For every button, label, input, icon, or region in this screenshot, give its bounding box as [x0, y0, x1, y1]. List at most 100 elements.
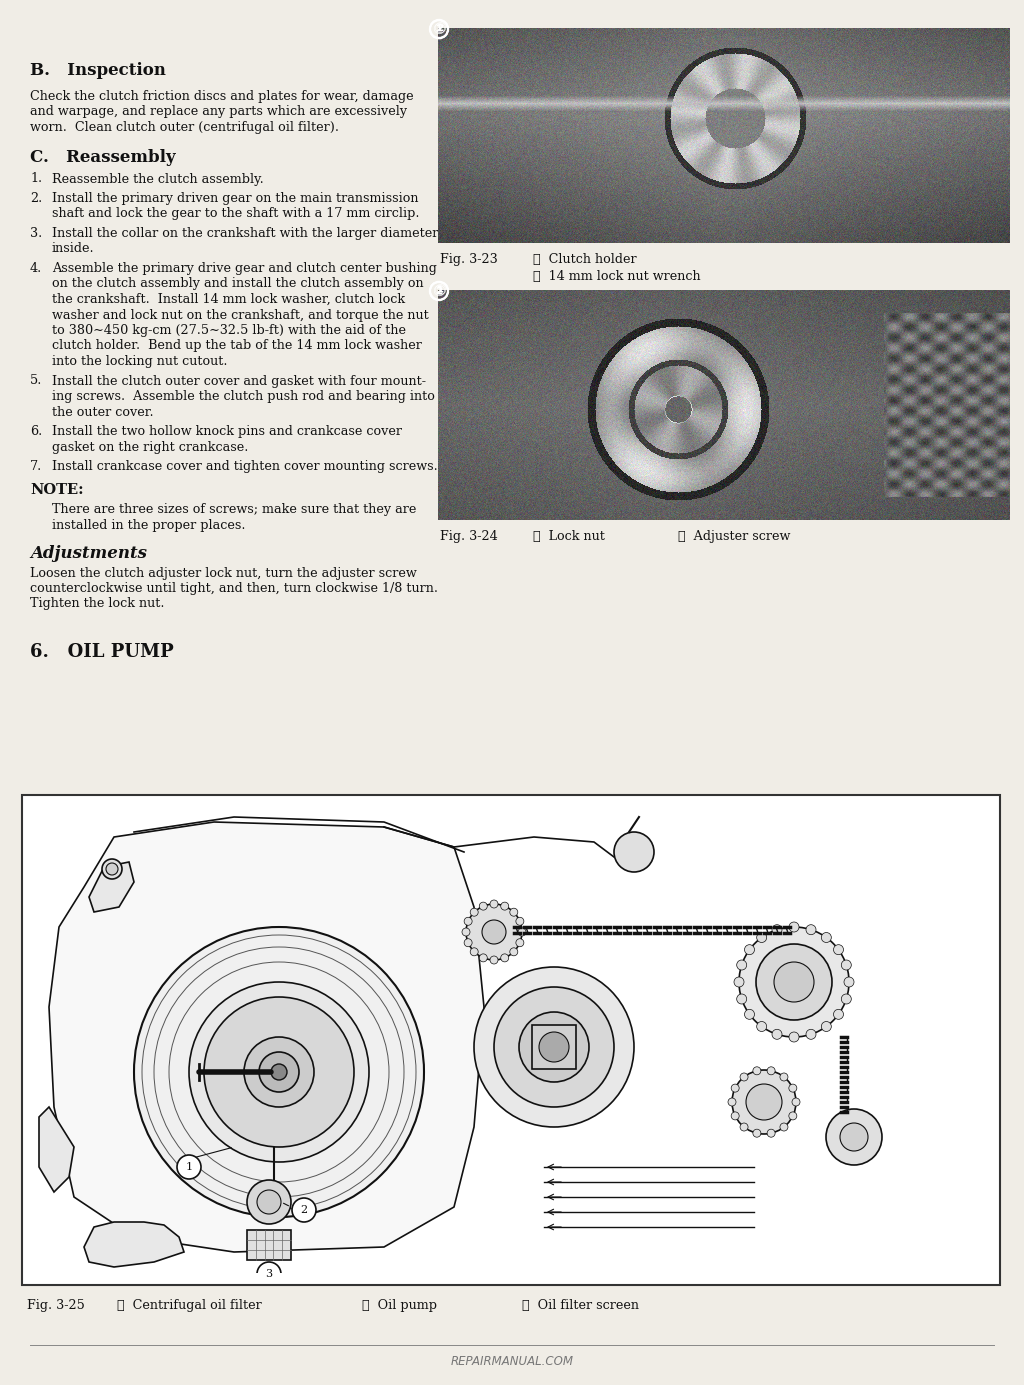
Text: 1.: 1. — [30, 173, 42, 186]
Circle shape — [780, 1073, 787, 1080]
Text: 2.: 2. — [30, 193, 42, 205]
Circle shape — [732, 1071, 796, 1134]
Circle shape — [292, 1198, 316, 1222]
Text: Loosen the clutch adjuster lock nut, turn the adjuster screw: Loosen the clutch adjuster lock nut, tur… — [30, 566, 417, 579]
Text: gasket on the right crankcase.: gasket on the right crankcase. — [52, 440, 249, 453]
Circle shape — [744, 1010, 755, 1019]
Text: Check the clutch friction discs and plates for wear, damage: Check the clutch friction discs and plat… — [30, 90, 414, 102]
Circle shape — [740, 1073, 749, 1080]
Circle shape — [826, 1109, 882, 1165]
Text: Install the primary driven gear on the main transmission: Install the primary driven gear on the m… — [52, 193, 419, 205]
Circle shape — [821, 1022, 831, 1032]
Circle shape — [516, 939, 524, 947]
Bar — [532, 1025, 575, 1069]
Text: clutch holder.  Bend up the tab of the 14 mm lock washer: clutch holder. Bend up the tab of the 14… — [52, 339, 422, 353]
Circle shape — [482, 920, 506, 945]
Polygon shape — [89, 861, 134, 911]
Text: 5.: 5. — [30, 374, 42, 388]
Text: inside.: inside. — [52, 242, 94, 255]
Circle shape — [772, 925, 782, 935]
Text: ②  Adjuster screw: ② Adjuster screw — [678, 530, 791, 543]
Text: Assemble the primary drive gear and clutch center bushing: Assemble the primary drive gear and clut… — [52, 262, 437, 276]
Circle shape — [736, 960, 746, 970]
Circle shape — [490, 900, 498, 909]
Text: Fig. 3-24: Fig. 3-24 — [440, 530, 498, 543]
Text: 2: 2 — [300, 1205, 307, 1215]
Circle shape — [756, 945, 831, 1019]
Circle shape — [844, 976, 854, 988]
Circle shape — [746, 1084, 782, 1120]
Circle shape — [134, 927, 424, 1217]
Text: the outer cover.: the outer cover. — [52, 406, 154, 418]
Text: ①  Centrifugal oil filter: ① Centrifugal oil filter — [117, 1299, 262, 1312]
Circle shape — [834, 945, 844, 954]
Circle shape — [257, 1262, 281, 1287]
Circle shape — [244, 1037, 314, 1107]
Circle shape — [753, 1066, 761, 1075]
Circle shape — [470, 909, 478, 917]
Text: NOTE:: NOTE: — [30, 483, 84, 497]
Circle shape — [806, 1029, 816, 1039]
Circle shape — [501, 954, 509, 961]
Text: REPAIRMANUAL.COM: REPAIRMANUAL.COM — [451, 1355, 573, 1368]
Text: There are three sizes of screws; make sure that they are: There are three sizes of screws; make su… — [52, 504, 417, 517]
Circle shape — [790, 922, 799, 932]
Text: 6.   OIL PUMP: 6. OIL PUMP — [30, 643, 174, 661]
Circle shape — [734, 976, 744, 988]
Circle shape — [731, 1084, 739, 1093]
Text: to 380∼450 kg-cm (27.5∼32.5 lb-ft) with the aid of the: to 380∼450 kg-cm (27.5∼32.5 lb-ft) with … — [52, 324, 406, 337]
Circle shape — [757, 932, 767, 943]
Text: and warpage, and replace any parts which are excessively: and warpage, and replace any parts which… — [30, 105, 408, 119]
Text: Fig. 3-25: Fig. 3-25 — [27, 1299, 85, 1312]
Text: ②: ② — [433, 21, 445, 36]
Circle shape — [728, 1098, 736, 1107]
Circle shape — [767, 1066, 775, 1075]
Circle shape — [462, 928, 470, 936]
Text: 3: 3 — [265, 1269, 272, 1278]
Circle shape — [204, 997, 354, 1147]
Circle shape — [271, 1064, 287, 1080]
Text: Fig. 3-23: Fig. 3-23 — [440, 253, 498, 266]
Circle shape — [753, 1129, 761, 1137]
Circle shape — [470, 947, 478, 956]
Circle shape — [790, 1032, 799, 1042]
Circle shape — [177, 1155, 201, 1179]
Circle shape — [474, 967, 634, 1127]
Text: the crankshaft.  Install 14 mm lock washer, clutch lock: the crankshaft. Install 14 mm lock washe… — [52, 294, 406, 306]
Text: Install the two hollow knock pins and crankcase cover: Install the two hollow knock pins and cr… — [52, 425, 402, 438]
Circle shape — [247, 1180, 291, 1224]
Circle shape — [257, 1190, 281, 1215]
Circle shape — [102, 859, 122, 879]
Bar — [247, 1230, 291, 1260]
Circle shape — [466, 904, 522, 960]
Circle shape — [788, 1112, 797, 1120]
Text: ①  Clutch holder: ① Clutch holder — [534, 253, 637, 266]
Circle shape — [788, 1084, 797, 1093]
Text: Tighten the lock nut.: Tighten the lock nut. — [30, 597, 165, 611]
Bar — [22, 795, 1000, 1285]
Text: ①: ① — [433, 284, 445, 298]
Circle shape — [834, 1010, 844, 1019]
Circle shape — [479, 902, 487, 910]
Circle shape — [740, 1123, 749, 1132]
Circle shape — [519, 1012, 589, 1082]
Text: washer and lock nut on the crankshaft, and torque the nut: washer and lock nut on the crankshaft, a… — [52, 309, 429, 321]
Text: Install crankcase cover and tighten cover mounting screws.: Install crankcase cover and tighten cove… — [52, 460, 437, 474]
Polygon shape — [49, 823, 484, 1252]
Circle shape — [510, 947, 518, 956]
Circle shape — [842, 960, 851, 970]
Text: ②: ② — [432, 284, 445, 299]
Circle shape — [490, 956, 498, 964]
Circle shape — [767, 1129, 775, 1137]
Text: 6.: 6. — [30, 425, 42, 438]
Circle shape — [510, 909, 518, 917]
Polygon shape — [84, 1222, 184, 1267]
Circle shape — [842, 994, 851, 1004]
Circle shape — [539, 1032, 569, 1062]
Circle shape — [744, 945, 755, 954]
Circle shape — [189, 982, 369, 1162]
Circle shape — [774, 963, 814, 1001]
Text: 1: 1 — [185, 1162, 193, 1172]
Text: ②  14 mm lock nut wrench: ② 14 mm lock nut wrench — [534, 270, 700, 283]
Text: ②  Oil pump: ② Oil pump — [362, 1299, 437, 1312]
